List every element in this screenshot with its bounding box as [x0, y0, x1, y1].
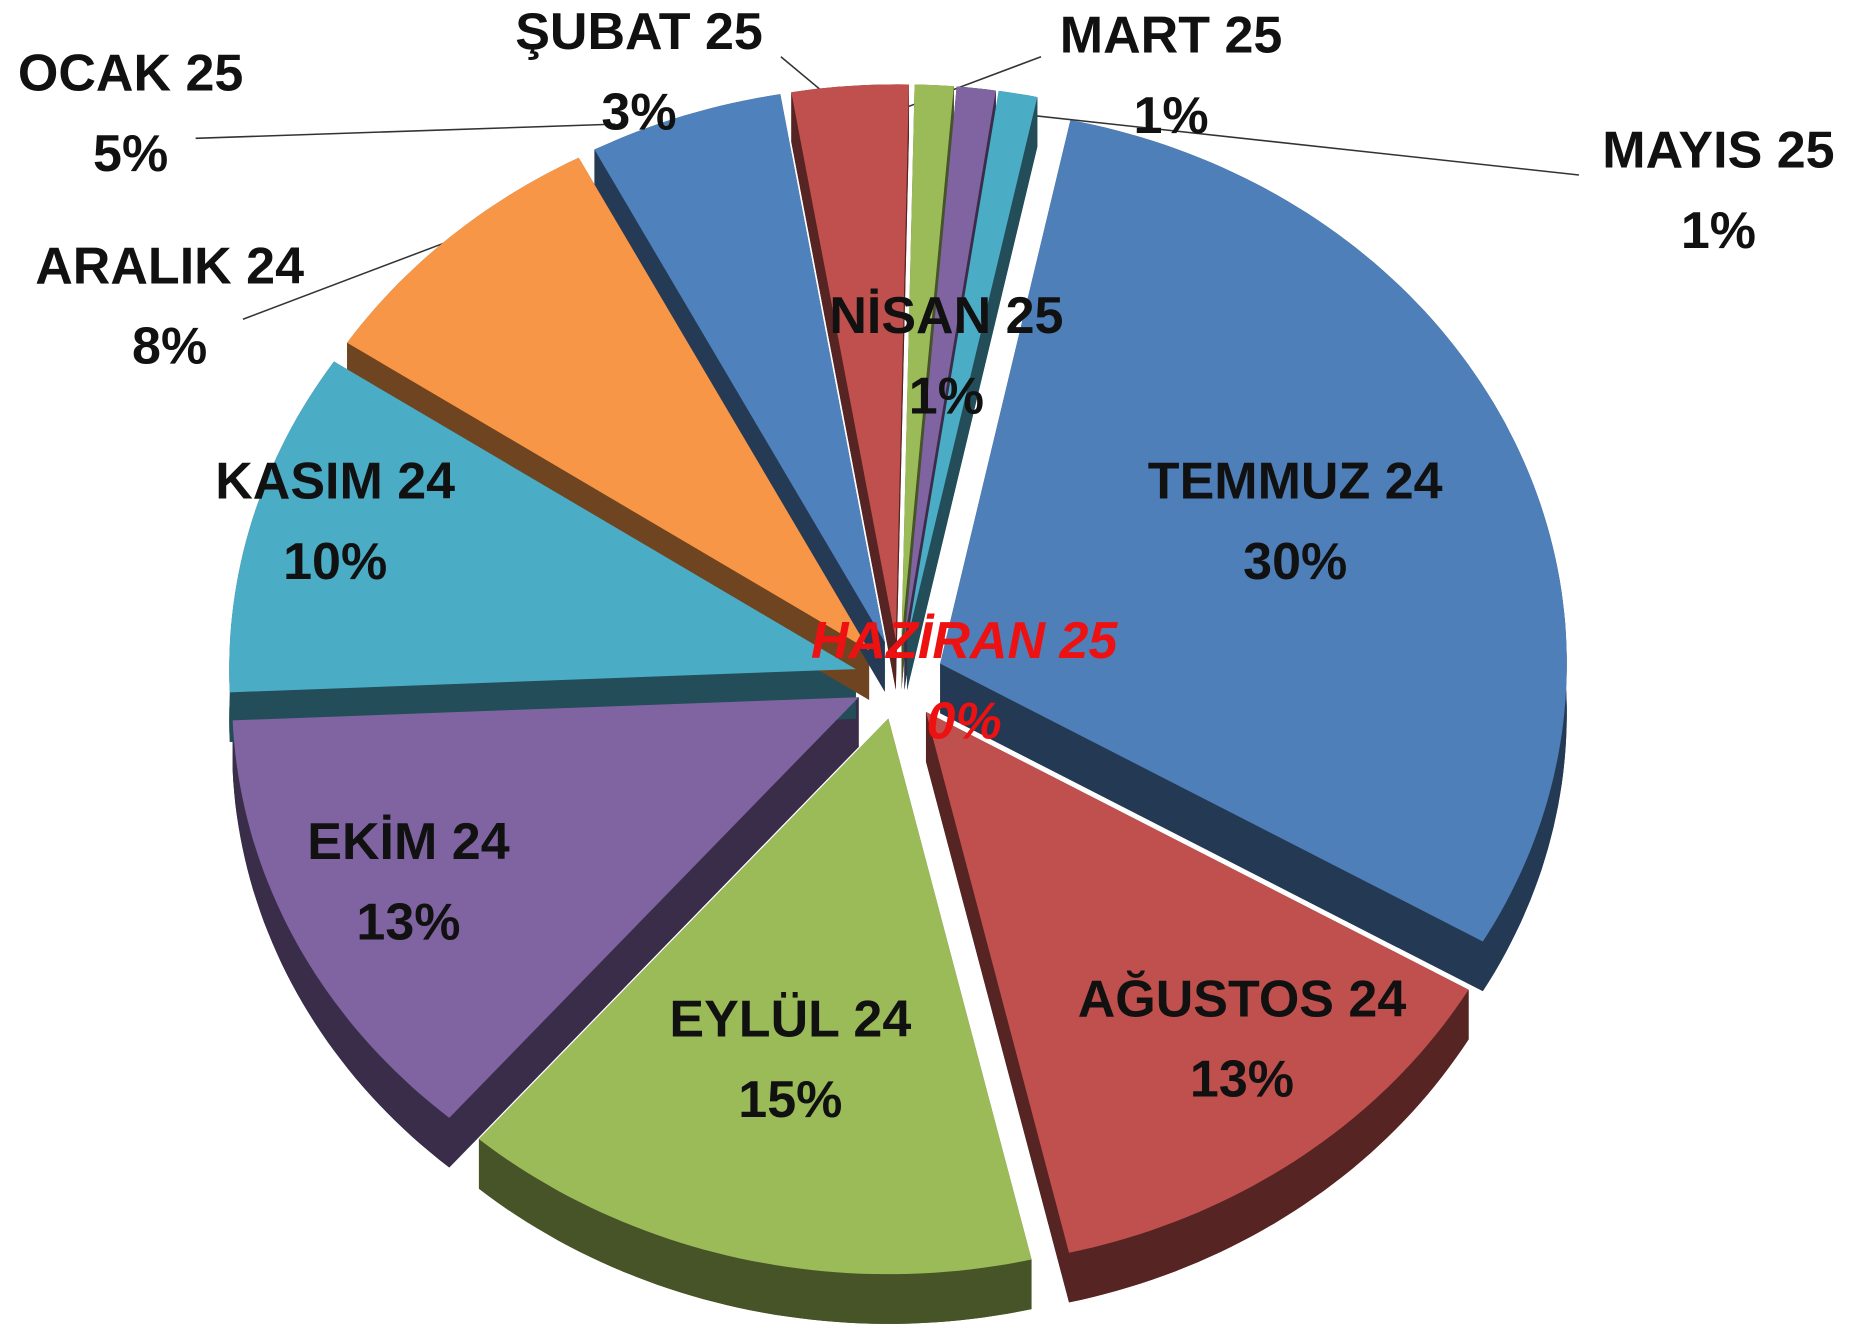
slice-label: MART 25	[1060, 7, 1283, 65]
value-label: 1%	[909, 367, 984, 425]
slice	[904, 86, 996, 641]
slice-side	[232, 720, 450, 1168]
value-label: 8%	[132, 318, 207, 376]
value-label: 30%	[1243, 533, 1347, 591]
slice-label: AĞUSTOS 24	[1078, 970, 1407, 1028]
slice	[347, 157, 870, 651]
slice-side	[449, 697, 859, 1168]
leader-lines	[195, 56, 1580, 320]
value-label: 13%	[1190, 1051, 1294, 1109]
slice-side	[907, 97, 1038, 691]
slice-label: EYLÜL 24	[669, 990, 911, 1048]
slice	[478, 718, 1032, 1275]
slice	[791, 84, 909, 641]
slice	[229, 361, 856, 693]
slices	[229, 84, 1567, 1324]
slice-label: OCAK 25	[18, 45, 243, 103]
slice	[594, 94, 885, 643]
slice	[925, 711, 1469, 1253]
leader-line	[242, 235, 462, 320]
value-label: 1%	[1681, 202, 1756, 260]
slice-side	[1069, 989, 1469, 1303]
value-label: 3%	[601, 84, 676, 142]
value-label: 13%	[356, 893, 460, 951]
slice	[901, 84, 954, 640]
slice	[232, 697, 859, 1118]
value-label: 0%	[927, 692, 1002, 750]
slice-side	[791, 92, 896, 690]
slice-side	[925, 711, 1070, 1303]
leader-line	[195, 123, 616, 140]
slice-label: HAZİRAN 25	[811, 612, 1118, 670]
value-label: 10%	[283, 533, 387, 591]
slice-label: TEMMUZ 24	[1148, 452, 1443, 510]
slice	[940, 120, 1567, 942]
slice-side	[940, 663, 1483, 992]
slice	[907, 90, 1038, 641]
labels: TEMMUZ 24 30% AĞUSTOS 24 13% EYLÜL 24 15% EKİM…	[18, 3, 1835, 1129]
slice-label: EKİM 24	[307, 813, 509, 871]
slice-label: NİSAN 25	[829, 287, 1063, 345]
value-label: 5%	[93, 125, 168, 183]
slice-label: ŞUBAT 25	[515, 3, 763, 61]
slice-side	[895, 84, 909, 690]
slice-side	[478, 1139, 1032, 1324]
leader-line	[981, 109, 1580, 176]
value-label: 1%	[1133, 87, 1208, 145]
value-label: 15%	[738, 1071, 842, 1129]
slice-label: MAYIS 25	[1602, 121, 1834, 179]
slice-label: ARALIK 24	[35, 237, 304, 295]
slice-label: KASIM 24	[215, 452, 455, 510]
